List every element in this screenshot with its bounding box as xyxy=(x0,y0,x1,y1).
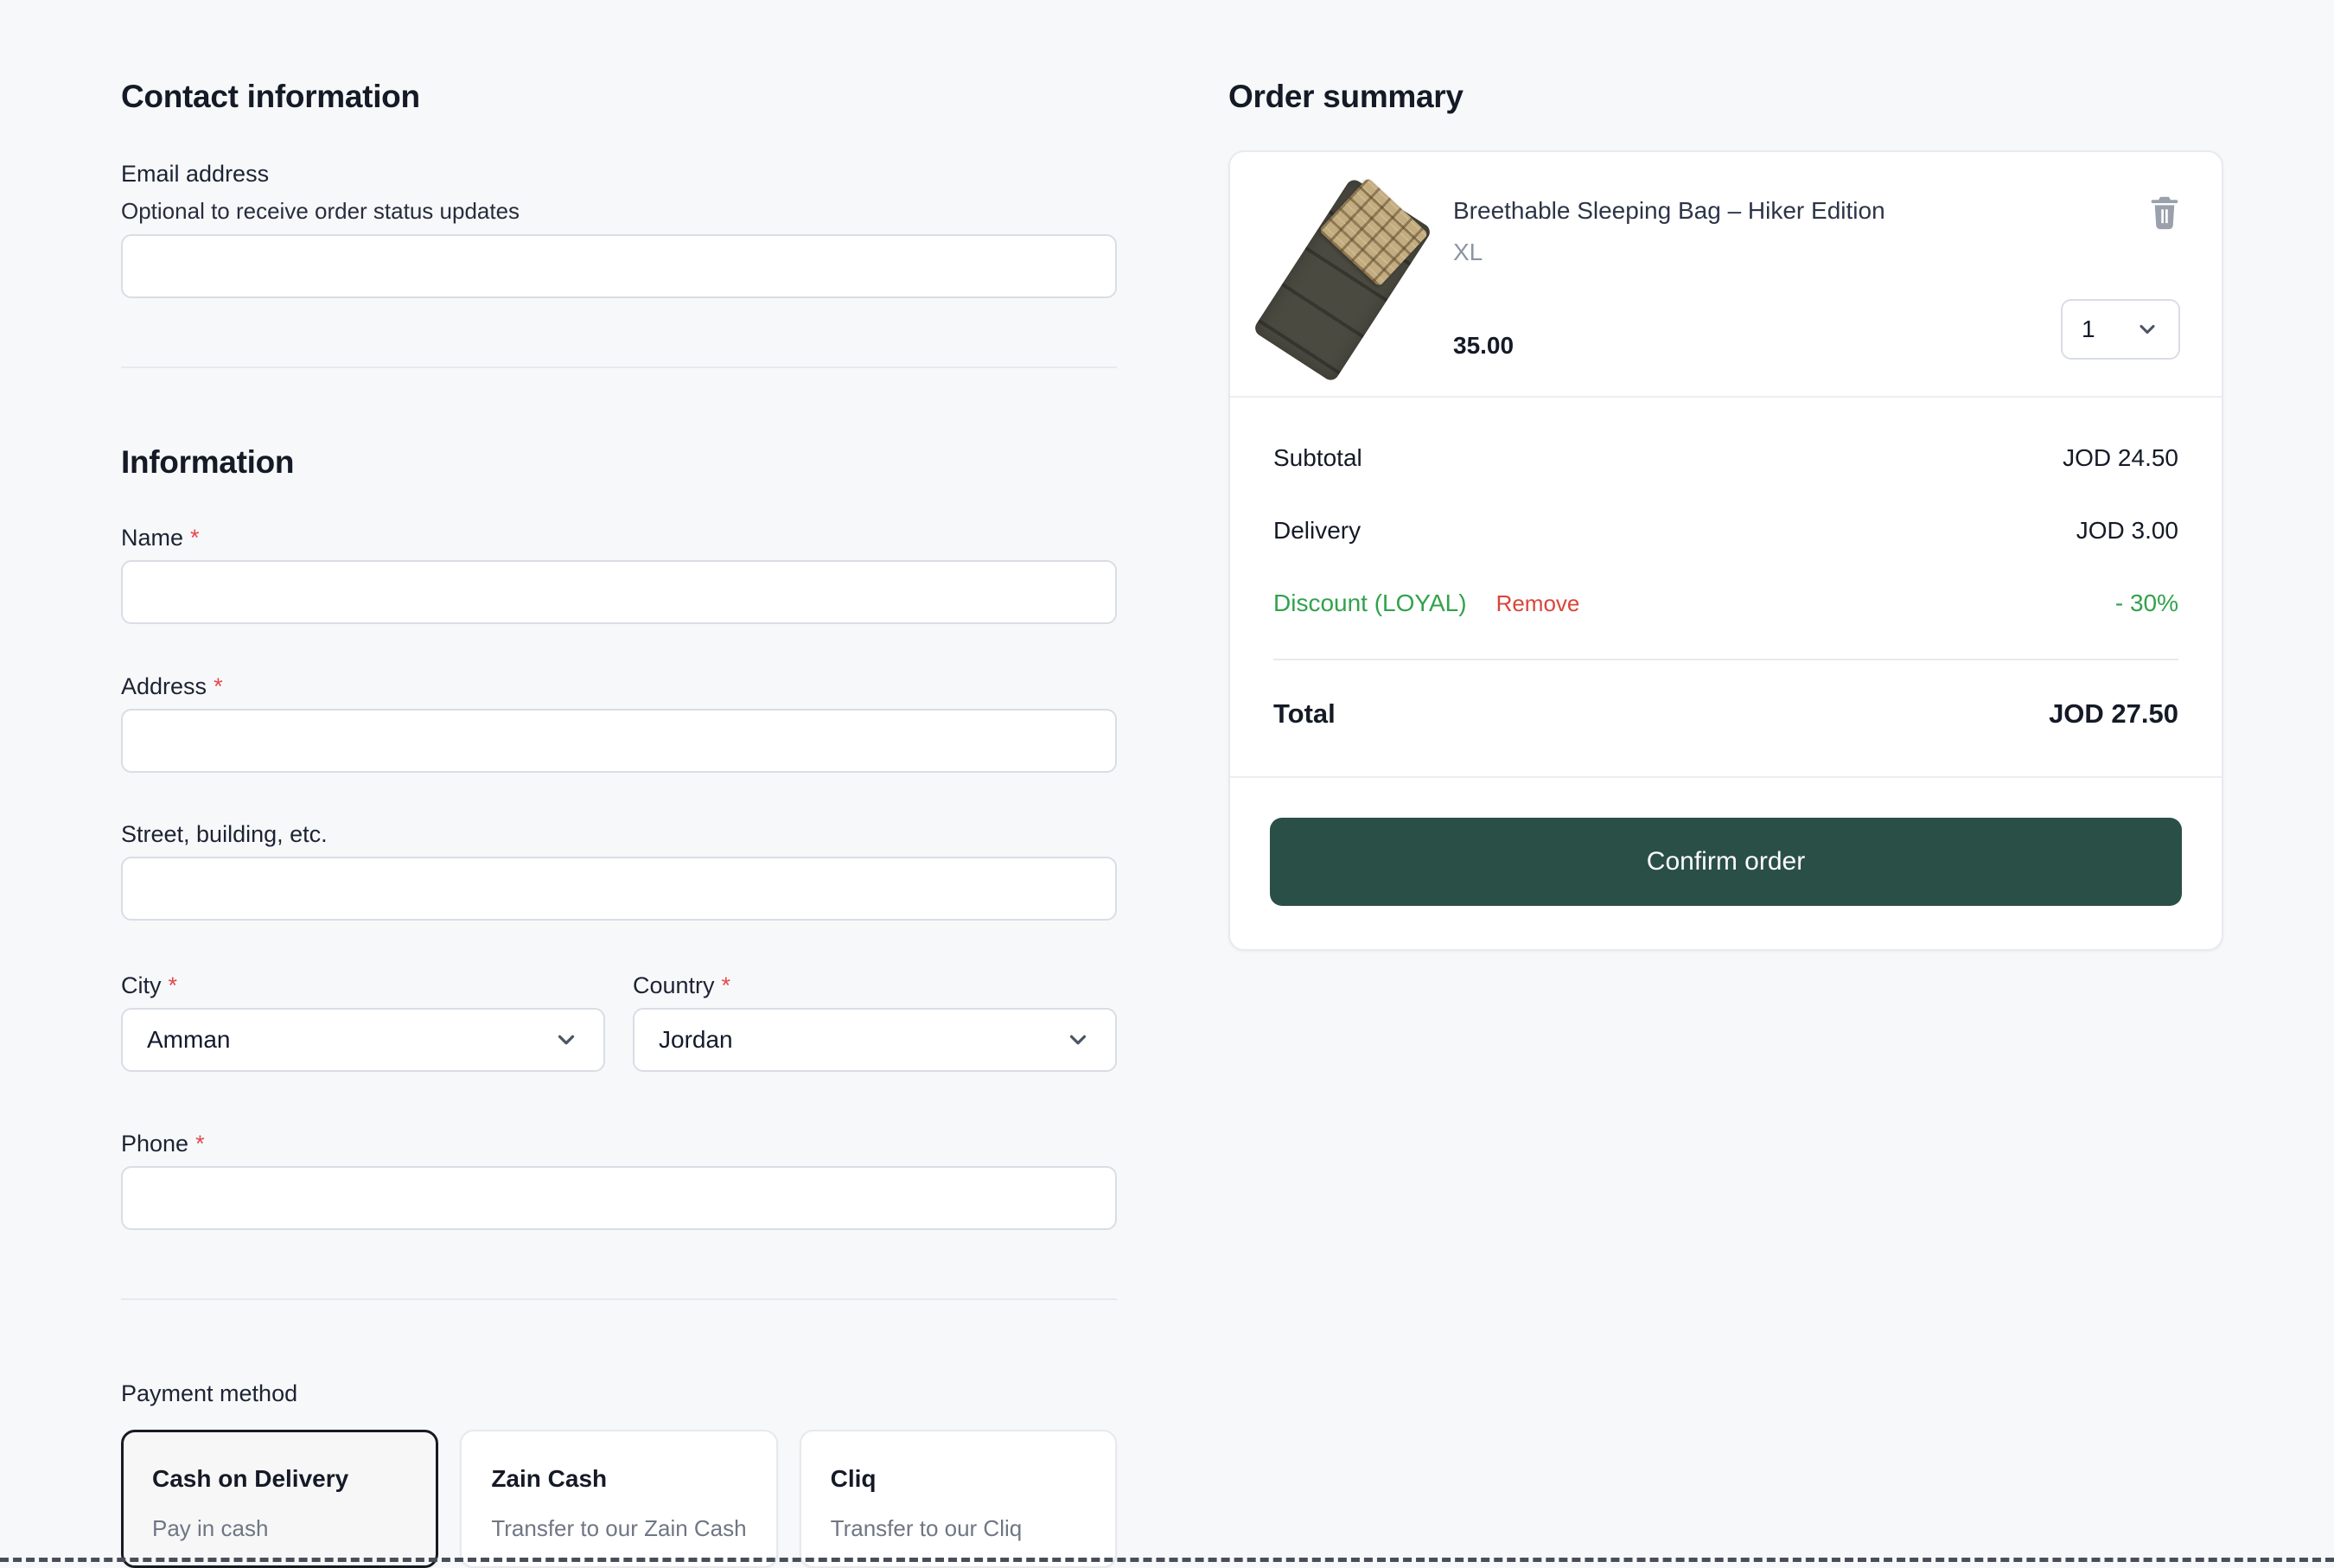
chevron-down-icon xyxy=(1069,1035,1087,1045)
remove-item-button[interactable] xyxy=(2149,195,2180,232)
card-divider xyxy=(1230,396,2222,398)
bottom-dashed-divider xyxy=(0,1558,2334,1562)
cart-item-row: Breethable Sleeping Bag – Hiker Edition … xyxy=(1230,152,2222,396)
phone-label: Phone * xyxy=(121,1131,205,1157)
discount-value: - 30% xyxy=(2114,590,2178,616)
quantity-value: 1 xyxy=(2082,316,2095,342)
discount-label: Discount (LOYAL) xyxy=(1273,590,1467,616)
payment-option-zain-cash[interactable]: Zain Cash Transfer to our Zain Cash xyxy=(460,1430,778,1568)
summary-column: Order summary Breethable Sleeping Bag – … xyxy=(1228,0,2223,1568)
payment-methods: Cash on Delivery Pay in cash Zain Cash T… xyxy=(121,1430,1117,1568)
subtotal-row: Subtotal JOD 24.50 xyxy=(1273,444,2178,472)
confirm-area: Confirm order xyxy=(1230,778,2222,949)
item-controls: 1 xyxy=(2059,195,2180,360)
delivery-value: JOD 3.00 xyxy=(2076,517,2178,544)
city-select[interactable]: Amman xyxy=(121,1008,605,1072)
section-divider xyxy=(121,367,1117,368)
required-marker: * xyxy=(195,1131,205,1157)
chevron-down-icon xyxy=(2140,324,2155,335)
required-marker: * xyxy=(721,972,731,998)
name-label: Name * xyxy=(121,525,200,551)
address-label: Address * xyxy=(121,673,223,699)
sleeping-bag-graphic xyxy=(1252,176,1433,384)
trash-icon xyxy=(2151,196,2178,230)
street-label: Street, building, etc. xyxy=(121,821,328,847)
order-summary-card: Breethable Sleeping Bag – Hiker Edition … xyxy=(1228,150,2223,951)
payment-option-subtitle: Transfer to our Cliq xyxy=(830,1515,1023,1541)
contact-heading: Contact information xyxy=(121,79,420,114)
payment-option-title: Zain Cash xyxy=(491,1465,608,1492)
information-heading: Information xyxy=(121,444,295,480)
payment-option-title: Cash on Delivery xyxy=(152,1465,349,1492)
city-select-value: Amman xyxy=(147,1026,231,1053)
card-divider xyxy=(1230,776,2222,778)
phone-input[interactable] xyxy=(121,1166,1117,1230)
total-row: Total JOD 27.50 xyxy=(1230,660,2222,730)
totals-section: Subtotal JOD 24.50 Delivery JOD 3.00 Dis… xyxy=(1230,398,2222,617)
total-value: JOD 27.50 xyxy=(2049,698,2178,729)
subtotal-label: Subtotal xyxy=(1273,444,1362,471)
country-select-value: Jordan xyxy=(659,1026,733,1053)
product-price: 35.00 xyxy=(1453,332,1515,359)
country-label: Country * xyxy=(633,972,731,998)
subtotal-value: JOD 24.50 xyxy=(2063,444,2178,471)
payment-option-subtitle: Transfer to our Zain Cash xyxy=(491,1515,747,1541)
email-helper-text: Optional to receive order status updates xyxy=(121,198,520,224)
payment-option-cliq[interactable]: Cliq Transfer to our Cliq xyxy=(799,1430,1117,1568)
country-select[interactable]: Jordan xyxy=(633,1008,1117,1072)
delivery-row: Delivery JOD 3.00 xyxy=(1273,517,2178,545)
remove-discount-button[interactable]: Remove xyxy=(1495,590,1580,616)
quantity-select[interactable]: 1 xyxy=(2061,299,2180,360)
city-country-row: City * Amman Country * Jordan xyxy=(121,971,1117,1072)
country-field: Country * Jordan xyxy=(633,971,1117,1072)
delivery-label: Delivery xyxy=(1273,517,1362,544)
total-label: Total xyxy=(1273,698,1336,729)
plaid-lining-graphic xyxy=(1318,177,1429,288)
street-input[interactable] xyxy=(121,857,1117,921)
required-marker: * xyxy=(168,972,178,998)
product-image xyxy=(1252,176,1433,384)
address-input[interactable] xyxy=(121,709,1117,773)
city-field: City * Amman xyxy=(121,971,605,1072)
product-variant: XL xyxy=(1453,239,1483,265)
order-summary-heading: Order summary xyxy=(1228,79,1464,114)
email-input[interactable] xyxy=(121,234,1117,298)
totals-divider xyxy=(1273,659,2178,660)
email-label: Email address xyxy=(121,161,270,187)
name-input[interactable] xyxy=(121,560,1117,624)
payment-option-subtitle: Pay in cash xyxy=(152,1515,269,1541)
section-divider xyxy=(121,1298,1117,1300)
chevron-down-icon xyxy=(558,1035,575,1045)
discount-left: Discount (LOYAL) Remove xyxy=(1273,590,1579,617)
payment-option-cash-on-delivery[interactable]: Cash on Delivery Pay in cash xyxy=(121,1430,439,1568)
required-marker: * xyxy=(190,525,200,551)
required-marker: * xyxy=(214,673,223,699)
product-info: Breethable Sleeping Bag – Hiker Edition … xyxy=(1453,195,2059,360)
form-column: Contact information Email address Option… xyxy=(121,0,1117,1568)
city-label: City * xyxy=(121,972,178,998)
payment-option-title: Cliq xyxy=(830,1465,877,1492)
confirm-order-button[interactable]: Confirm order xyxy=(1270,818,2182,906)
discount-row: Discount (LOYAL) Remove - 30% xyxy=(1273,590,2178,617)
product-title: Breethable Sleeping Bag – Hiker Edition xyxy=(1453,197,1885,224)
payment-method-label: Payment method xyxy=(121,1380,298,1406)
